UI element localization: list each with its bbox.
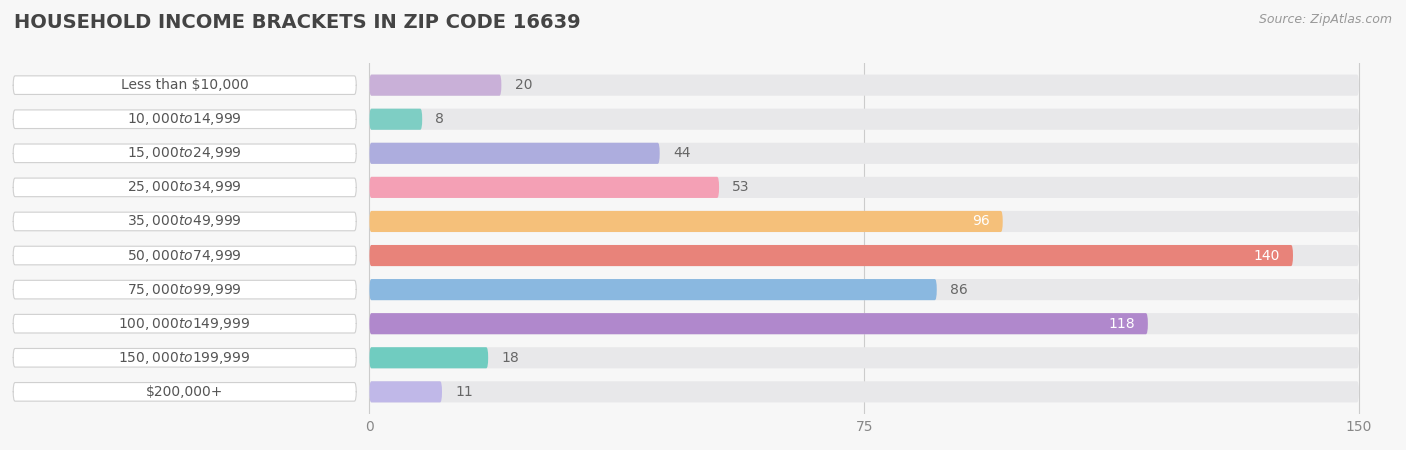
Text: $100,000 to $149,999: $100,000 to $149,999 (118, 316, 250, 332)
FancyBboxPatch shape (370, 143, 659, 164)
FancyBboxPatch shape (370, 211, 1360, 232)
Text: $50,000 to $74,999: $50,000 to $74,999 (128, 248, 242, 264)
Text: $75,000 to $99,999: $75,000 to $99,999 (128, 282, 242, 297)
FancyBboxPatch shape (370, 381, 1360, 402)
Text: 96: 96 (972, 215, 990, 229)
FancyBboxPatch shape (13, 348, 356, 367)
Text: 18: 18 (502, 351, 519, 365)
FancyBboxPatch shape (370, 108, 422, 130)
FancyBboxPatch shape (13, 76, 356, 94)
FancyBboxPatch shape (370, 211, 1002, 232)
FancyBboxPatch shape (370, 177, 718, 198)
FancyBboxPatch shape (13, 315, 356, 333)
Text: $10,000 to $14,999: $10,000 to $14,999 (128, 111, 242, 127)
FancyBboxPatch shape (370, 75, 1360, 96)
Text: 44: 44 (673, 146, 690, 160)
Text: 118: 118 (1108, 317, 1135, 331)
FancyBboxPatch shape (370, 381, 441, 402)
FancyBboxPatch shape (370, 313, 1147, 334)
Text: 86: 86 (950, 283, 967, 297)
FancyBboxPatch shape (13, 246, 356, 265)
FancyBboxPatch shape (13, 178, 356, 197)
Text: 53: 53 (733, 180, 749, 194)
FancyBboxPatch shape (370, 313, 1360, 334)
FancyBboxPatch shape (370, 245, 1294, 266)
Text: Source: ZipAtlas.com: Source: ZipAtlas.com (1258, 14, 1392, 27)
Text: 11: 11 (456, 385, 472, 399)
Text: 8: 8 (436, 112, 444, 126)
Text: 140: 140 (1253, 248, 1279, 262)
FancyBboxPatch shape (13, 110, 356, 129)
FancyBboxPatch shape (370, 75, 502, 96)
Text: $25,000 to $34,999: $25,000 to $34,999 (128, 180, 242, 195)
FancyBboxPatch shape (370, 245, 1360, 266)
FancyBboxPatch shape (370, 108, 1360, 130)
FancyBboxPatch shape (370, 143, 1360, 164)
FancyBboxPatch shape (370, 347, 488, 369)
FancyBboxPatch shape (13, 144, 356, 162)
FancyBboxPatch shape (370, 347, 1360, 369)
Text: $35,000 to $49,999: $35,000 to $49,999 (128, 213, 242, 230)
Text: Less than $10,000: Less than $10,000 (121, 78, 249, 92)
Text: 20: 20 (515, 78, 531, 92)
Text: $200,000+: $200,000+ (146, 385, 224, 399)
FancyBboxPatch shape (13, 382, 356, 401)
Text: $15,000 to $24,999: $15,000 to $24,999 (128, 145, 242, 161)
FancyBboxPatch shape (13, 280, 356, 299)
FancyBboxPatch shape (370, 177, 1360, 198)
Text: $150,000 to $199,999: $150,000 to $199,999 (118, 350, 250, 366)
FancyBboxPatch shape (13, 212, 356, 231)
FancyBboxPatch shape (370, 279, 936, 300)
Text: HOUSEHOLD INCOME BRACKETS IN ZIP CODE 16639: HOUSEHOLD INCOME BRACKETS IN ZIP CODE 16… (14, 14, 581, 32)
FancyBboxPatch shape (370, 279, 1360, 300)
